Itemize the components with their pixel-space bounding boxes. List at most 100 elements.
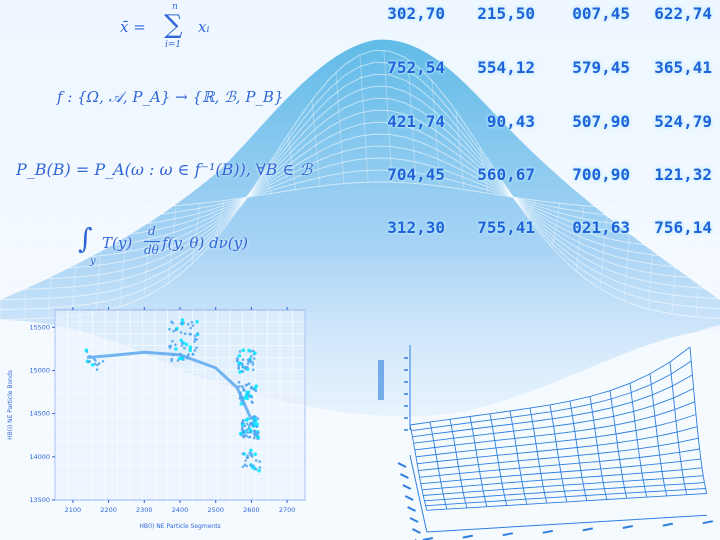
scatter-x-tick-label: 2700 bbox=[279, 506, 296, 514]
mesh-contour-line bbox=[0, 181, 720, 211]
mesh-contour-line bbox=[0, 85, 720, 291]
mesh-rib-line bbox=[647, 208, 657, 309]
mean-formula-term: xᵢ bbox=[198, 18, 210, 36]
scatter-point bbox=[249, 463, 253, 467]
scatter-point bbox=[253, 351, 257, 355]
scatter-point bbox=[184, 342, 189, 347]
scatter-point bbox=[245, 396, 249, 401]
number-table-cell: 579,45 bbox=[572, 58, 630, 77]
surface-mesh-line bbox=[489, 413, 508, 506]
scatter-point bbox=[195, 346, 198, 350]
scatter-point bbox=[180, 318, 185, 322]
mesh-contour-line bbox=[0, 109, 720, 271]
mean-formula-lhs: x̄ = bbox=[120, 18, 146, 36]
scatter-point bbox=[171, 321, 174, 325]
scatter-point bbox=[238, 370, 242, 374]
scatter-point bbox=[244, 393, 249, 398]
scatter-point bbox=[191, 324, 195, 327]
number-table-cell: 365,41 bbox=[654, 58, 712, 77]
scatter-point bbox=[257, 431, 260, 434]
number-table-cell: 421,74 bbox=[387, 112, 445, 131]
scatter-point bbox=[187, 353, 190, 356]
scatter-point bbox=[241, 386, 245, 390]
scatter-point bbox=[246, 362, 250, 365]
surface-x-tick bbox=[622, 525, 633, 529]
scatter-point bbox=[256, 417, 260, 420]
scatter-point bbox=[174, 343, 177, 347]
scatter-point bbox=[180, 341, 184, 345]
number-table-cell: 90,43 bbox=[486, 112, 535, 131]
surface-y-tick bbox=[399, 473, 409, 479]
mesh-rib-line bbox=[695, 209, 705, 317]
scatter-point bbox=[188, 348, 193, 353]
scatter-point bbox=[250, 385, 253, 389]
scatter-point bbox=[239, 431, 243, 436]
mesh-rib-line bbox=[239, 197, 249, 208]
scatter-point bbox=[189, 326, 192, 330]
fraction-bar bbox=[144, 241, 160, 242]
number-table-cell: 752,54 bbox=[387, 58, 445, 77]
scatter-point bbox=[244, 459, 247, 462]
scatter-ticks: 2100 2200 2300 2400 2500 2600 2700 15500 15000 14… bbox=[29, 307, 295, 514]
scatter-point bbox=[241, 365, 244, 368]
surface-x-tick bbox=[582, 527, 593, 532]
scatter-point bbox=[188, 332, 192, 336]
scatter-point bbox=[241, 419, 245, 422]
scatter-point bbox=[84, 348, 89, 352]
scatter-point bbox=[244, 367, 247, 370]
mean-formula: x̄ = n ∑ i=1 xᵢ bbox=[120, 2, 230, 54]
scatter-point bbox=[251, 368, 255, 372]
scatter-point bbox=[95, 368, 99, 371]
scatter-point bbox=[93, 362, 97, 366]
probability-formula: P_B(B) = P_A(ω : ω ∈ f⁻¹(B)), ∀B ∈ ℬ bbox=[16, 160, 313, 179]
scatter-point bbox=[248, 395, 251, 398]
surface-mesh-line bbox=[609, 390, 628, 499]
scatter-point bbox=[172, 330, 175, 333]
mesh-rib-line bbox=[311, 100, 321, 188]
mesh-rib-line bbox=[527, 199, 537, 219]
scatter-point bbox=[179, 331, 183, 334]
scatter-point bbox=[246, 366, 249, 369]
number-table-cell: 121,32 bbox=[654, 165, 712, 184]
scatter-point bbox=[238, 350, 242, 353]
surface-y-tick bbox=[409, 517, 419, 523]
mesh-rib-line bbox=[431, 80, 441, 186]
surface-x-tick bbox=[662, 522, 673, 527]
integral-lower-limit: y bbox=[90, 256, 96, 267]
scatter-point bbox=[252, 464, 255, 468]
mesh-rib-line bbox=[0, 209, 9, 320]
scatter-point bbox=[248, 435, 251, 439]
scatter-point bbox=[247, 348, 251, 353]
scatter-point bbox=[170, 357, 173, 361]
surface-mesh-line bbox=[429, 422, 448, 510]
surface-mesh-line bbox=[689, 347, 708, 494]
scatter-point bbox=[170, 359, 173, 363]
scatter-y-tick-label: 14500 bbox=[29, 410, 50, 418]
surface-x-tick bbox=[542, 529, 553, 534]
surface-mesh-line bbox=[629, 383, 648, 498]
scatter-point bbox=[241, 434, 245, 438]
scatter-point bbox=[237, 385, 241, 388]
scatter-point bbox=[242, 389, 245, 392]
scatter-point bbox=[195, 338, 198, 341]
scatter-point bbox=[179, 338, 183, 343]
surface-z-axis-label-mark bbox=[378, 360, 384, 400]
mesh-contour-line bbox=[0, 73, 720, 301]
mesh-rib-line bbox=[551, 202, 561, 248]
number-table-row: 312,30 755,41 021,63 756,14 bbox=[360, 218, 720, 238]
scatter-point bbox=[245, 422, 249, 426]
scatter-point bbox=[245, 464, 248, 468]
scatter-point bbox=[193, 334, 197, 338]
scatter-point bbox=[253, 452, 257, 456]
scatter-point bbox=[180, 344, 184, 347]
scatter-point bbox=[168, 327, 171, 331]
surface-y-axis bbox=[409, 454, 428, 533]
surface-x-tick bbox=[462, 534, 473, 539]
scatter-point bbox=[90, 363, 95, 367]
number-table-cell: 560,67 bbox=[477, 165, 535, 184]
scatter-y-tick-label: 14000 bbox=[29, 453, 50, 461]
scatter-point bbox=[179, 321, 183, 325]
number-table-cell: 700,90 bbox=[572, 165, 630, 184]
surface-x-axis bbox=[426, 514, 707, 533]
mesh-rib-line bbox=[263, 171, 273, 195]
